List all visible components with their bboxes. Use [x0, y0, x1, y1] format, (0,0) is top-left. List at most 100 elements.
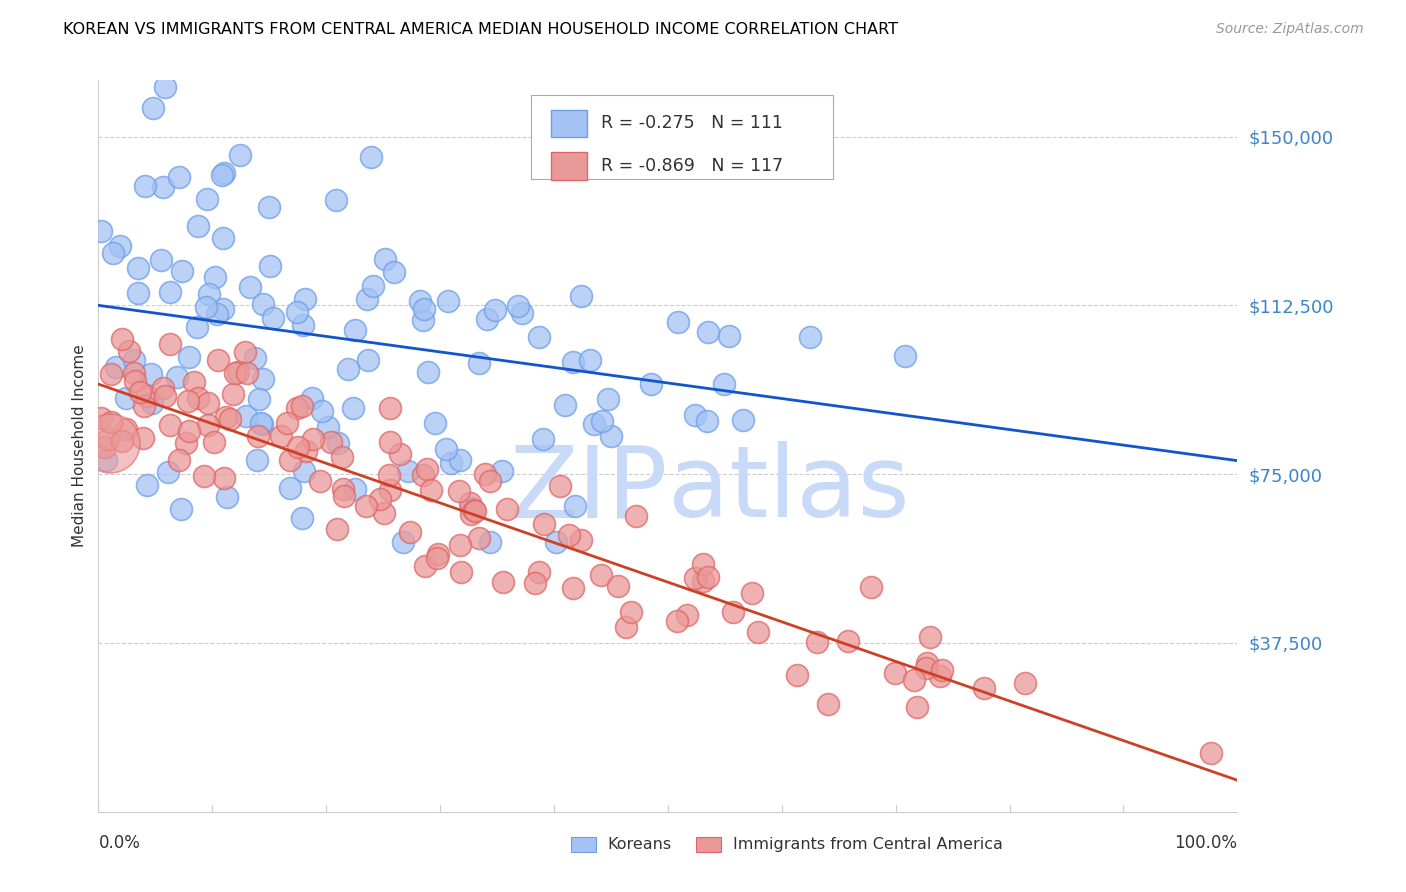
Point [544, 534, 567, 549]
Point [332, 483, 354, 497]
Point [692, 558, 714, 572]
Point [211, 302, 233, 317]
Point [287, 440, 309, 454]
Point [436, 442, 458, 456]
Point [186, 320, 208, 334]
Point [301, 391, 323, 405]
Point [666, 315, 689, 329]
Point [460, 500, 482, 515]
Point [278, 481, 301, 495]
Point [685, 408, 707, 422]
Point [458, 496, 481, 510]
Point [915, 661, 938, 675]
Point [527, 565, 550, 579]
Point [207, 307, 229, 321]
Point [449, 453, 471, 467]
Point [837, 633, 859, 648]
Point [235, 409, 257, 423]
Point [557, 528, 579, 542]
Point [250, 417, 273, 432]
Point [374, 252, 396, 266]
Point [731, 412, 754, 426]
Point [214, 471, 236, 485]
Point [167, 169, 190, 184]
Point [479, 474, 502, 488]
Point [391, 534, 413, 549]
Point [316, 420, 339, 434]
Point [591, 567, 613, 582]
Point [596, 392, 619, 406]
Point [344, 482, 367, 496]
Point [412, 468, 434, 483]
Point [449, 538, 471, 552]
Point [270, 429, 292, 443]
Point [905, 700, 928, 714]
Point [122, 367, 145, 381]
Point [464, 504, 486, 518]
Point [152, 179, 174, 194]
Point [554, 398, 576, 412]
Point [219, 412, 242, 426]
Point [156, 465, 179, 479]
Point [427, 547, 450, 561]
Point [290, 511, 312, 525]
Text: ZIP: ZIP [509, 442, 668, 539]
Point [159, 285, 181, 299]
Point [356, 292, 378, 306]
Point [278, 452, 301, 467]
Point [333, 489, 356, 503]
Point [215, 490, 238, 504]
Point [336, 362, 359, 376]
Point [204, 269, 226, 284]
Point [195, 192, 218, 206]
Point [382, 265, 405, 279]
Point [110, 434, 132, 449]
Point [214, 166, 236, 180]
Point [221, 386, 243, 401]
Point [561, 355, 583, 369]
Point [569, 288, 592, 302]
Point [195, 301, 218, 315]
Point [212, 231, 235, 245]
Point [467, 531, 489, 545]
Point [97, 433, 120, 447]
Point [301, 432, 323, 446]
Point [122, 352, 145, 367]
Point [447, 484, 470, 499]
Point [214, 410, 236, 425]
Text: 0.0%: 0.0% [98, 834, 141, 852]
Point [817, 698, 839, 712]
Text: 100.0%: 100.0% [1174, 834, 1237, 852]
Bar [551, 152, 586, 180]
Point [591, 415, 613, 429]
Point [174, 436, 197, 450]
Point [640, 376, 662, 391]
Point [319, 434, 342, 449]
Point [114, 422, 136, 436]
Point [741, 586, 763, 600]
Text: atlas: atlas [668, 442, 910, 539]
Point [167, 453, 190, 467]
Point [903, 673, 925, 687]
Point [931, 663, 953, 677]
Point [368, 491, 391, 506]
Point [460, 507, 482, 521]
Point [202, 435, 225, 450]
Point [806, 635, 828, 649]
Point [786, 668, 808, 682]
Point [259, 259, 281, 273]
Point [564, 499, 586, 513]
Point [110, 332, 132, 346]
Point [399, 525, 422, 540]
Point [193, 469, 215, 483]
Point [378, 467, 401, 482]
Point [153, 389, 176, 403]
Point [141, 396, 163, 410]
Point [419, 483, 441, 498]
Point [94, 453, 117, 467]
Point [506, 299, 529, 313]
Point [239, 279, 262, 293]
Point [484, 302, 506, 317]
Point [197, 395, 219, 409]
Point [326, 521, 349, 535]
